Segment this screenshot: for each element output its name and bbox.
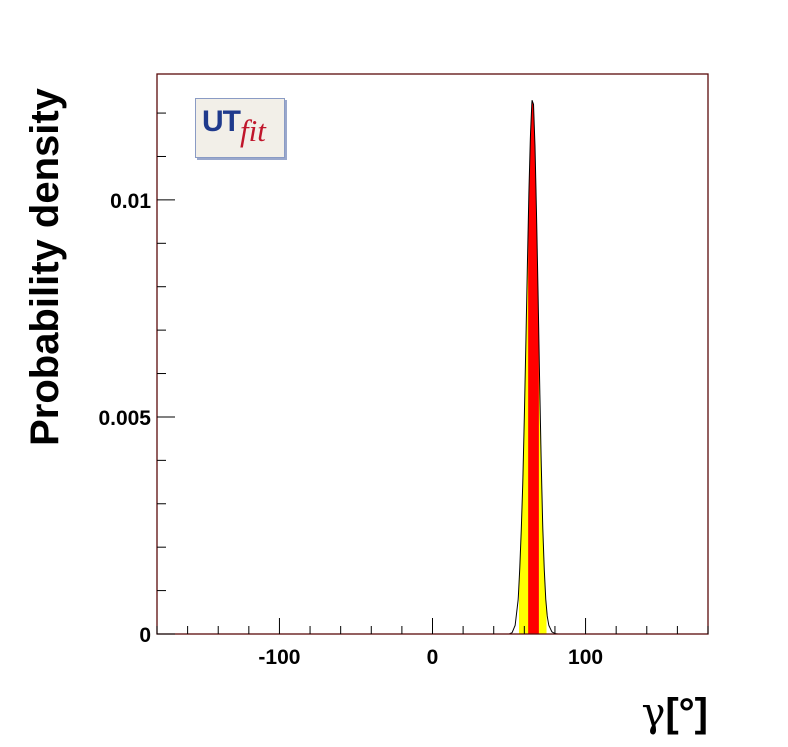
y-tick-label: 0.01 bbox=[110, 190, 151, 213]
density-curve bbox=[157, 100, 708, 635]
x-axis-ticks bbox=[156, 618, 709, 634]
plot-area bbox=[157, 100, 708, 635]
credible-region-68 bbox=[528, 100, 539, 635]
logo-text-ut: UT bbox=[202, 105, 241, 138]
x-axis-tick-labels: -100 0 100 bbox=[258, 646, 603, 669]
y-tick-label: 0 bbox=[139, 624, 151, 647]
y-axis-label: Probability density bbox=[23, 87, 67, 446]
logo-text-fit: fit bbox=[240, 113, 266, 148]
x-axis-label: γ[°] bbox=[641, 690, 708, 736]
x-tick-label: 100 bbox=[568, 646, 603, 669]
region-68 bbox=[528, 100, 539, 635]
x-axis-label-unit: [°] bbox=[665, 691, 708, 735]
y-tick-label: 0.005 bbox=[98, 407, 151, 430]
y-axis-ticks bbox=[157, 112, 175, 635]
y-axis-tick-labels: 0 0.005 0.01 bbox=[98, 190, 151, 647]
x-tick-label: 0 bbox=[427, 646, 439, 669]
x-axis-label-symbol: γ bbox=[641, 690, 665, 736]
utfit-logo: UT fit bbox=[195, 98, 285, 158]
x-tick-label: -100 bbox=[258, 646, 300, 669]
